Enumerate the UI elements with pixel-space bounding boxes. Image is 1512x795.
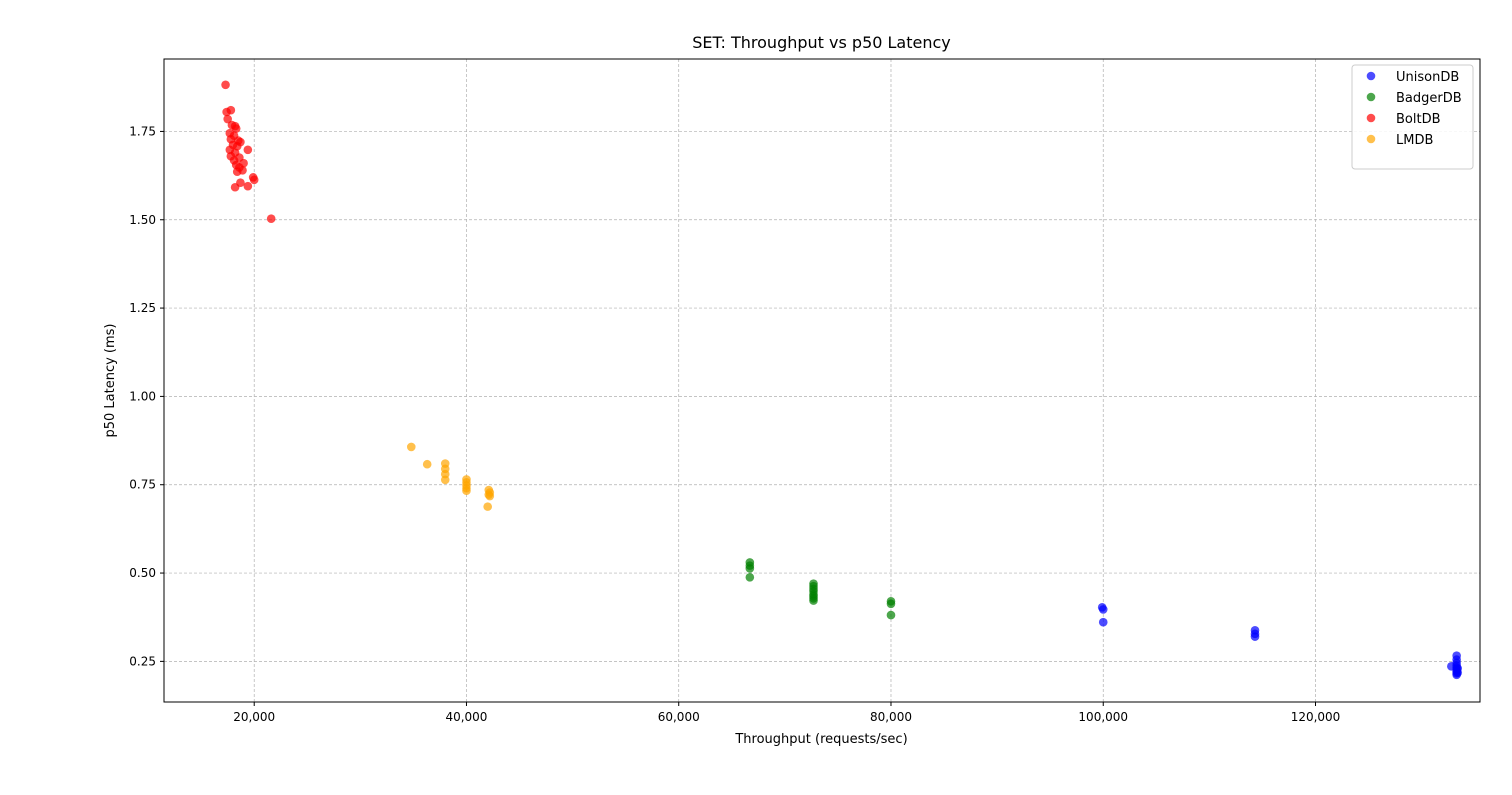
plot-frame bbox=[163, 58, 1481, 703]
point-boltdb bbox=[232, 167, 242, 177]
legend-box bbox=[1351, 64, 1474, 170]
point-badgerdb bbox=[745, 564, 755, 573]
legend-label-unisondb: UnisonDB bbox=[1396, 70, 1459, 85]
x-tick-label: 100,000 bbox=[1078, 710, 1128, 724]
point-boltdb bbox=[226, 105, 236, 115]
point-unisondb bbox=[1098, 605, 1108, 614]
y-tick-label: 1.00 bbox=[129, 389, 156, 403]
point-lmdb bbox=[406, 442, 416, 452]
x-tick-label: 20,000 bbox=[233, 710, 275, 724]
legend-marker-badgerdb bbox=[1366, 92, 1376, 102]
legend-label-lmdb: LMDB bbox=[1396, 133, 1433, 148]
point-badgerdb bbox=[886, 610, 896, 620]
point-boltdb bbox=[221, 80, 230, 90]
legend-marker-lmdb bbox=[1366, 134, 1376, 144]
x-axis-label: Throughput (requests/sec) bbox=[734, 732, 907, 747]
point-boltdb bbox=[249, 175, 259, 185]
y-tick-label: 1.25 bbox=[129, 301, 156, 315]
point-lmdb bbox=[440, 475, 450, 485]
point-boltdb bbox=[243, 145, 253, 155]
axis-ticks: 20,000 40,000 60,000 80,000 100,000 120,000 0.… bbox=[129, 124, 1340, 724]
legend-label-badgerdb: BadgerDB bbox=[1396, 91, 1462, 106]
point-boltdb bbox=[230, 182, 240, 192]
y-tick-label: 1.50 bbox=[129, 213, 156, 227]
x-tick-label: 40,000 bbox=[445, 710, 487, 724]
y-tick-label: 0.50 bbox=[129, 566, 156, 580]
point-boltdb bbox=[243, 181, 253, 191]
data-points bbox=[221, 80, 1463, 680]
point-boltdb bbox=[223, 114, 232, 124]
y-tick-label: 1.75 bbox=[129, 124, 156, 138]
legend: UnisonDB BadgerDB BoltDB LMDB bbox=[1351, 64, 1474, 170]
point-unisondb bbox=[1453, 668, 1463, 677]
point-badgerdb bbox=[886, 599, 896, 609]
x-tick-label: 60,000 bbox=[658, 710, 700, 724]
x-tick-label: 120,000 bbox=[1291, 710, 1341, 724]
point-lmdb bbox=[422, 459, 432, 469]
point-badgerdb bbox=[809, 596, 818, 605]
y-tick-label: 0.25 bbox=[129, 654, 156, 668]
legend-marker-unisondb bbox=[1366, 71, 1376, 81]
point-badgerdb bbox=[745, 572, 755, 582]
chart-title: SET: Throughput vs p50 Latency bbox=[692, 33, 951, 52]
legend-marker-boltdb bbox=[1366, 113, 1376, 123]
legend-label-boltdb: BoltDB bbox=[1396, 112, 1441, 127]
point-unisondb bbox=[1250, 632, 1260, 641]
point-boltdb bbox=[231, 124, 241, 133]
point-lmdb bbox=[485, 491, 495, 501]
point-boltdb bbox=[266, 214, 276, 223]
point-lmdb bbox=[462, 486, 471, 496]
x-tick-label: 80,000 bbox=[870, 710, 912, 724]
y-axis-label: p50 Latency (ms) bbox=[103, 323, 118, 437]
point-unisondb bbox=[1098, 617, 1108, 627]
grid bbox=[164, 59, 1480, 702]
y-tick-label: 0.75 bbox=[129, 478, 156, 492]
point-lmdb bbox=[483, 502, 492, 511]
